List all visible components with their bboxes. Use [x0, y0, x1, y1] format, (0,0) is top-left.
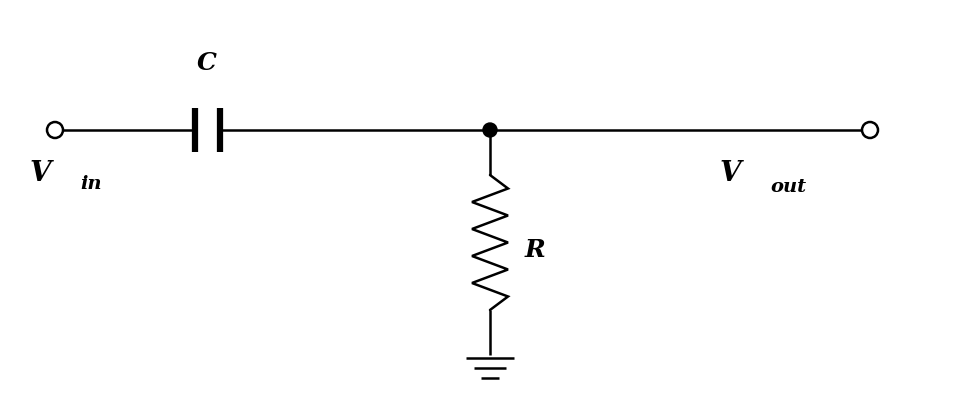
Text: V: V — [720, 160, 742, 187]
Text: C: C — [197, 51, 217, 75]
Circle shape — [483, 123, 497, 137]
Text: V: V — [30, 160, 51, 187]
Text: in: in — [80, 175, 102, 193]
Text: out: out — [770, 178, 806, 196]
Text: R: R — [525, 238, 545, 262]
